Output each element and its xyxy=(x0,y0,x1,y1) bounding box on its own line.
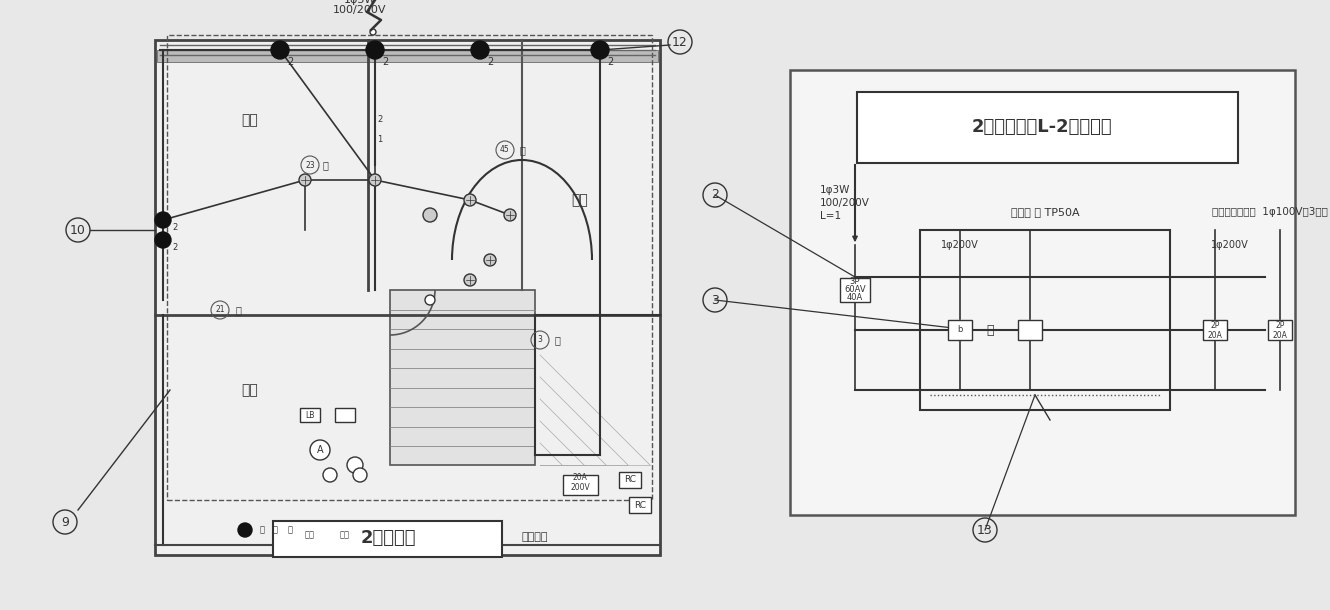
FancyBboxPatch shape xyxy=(857,92,1238,163)
Text: 100/200V: 100/200V xyxy=(821,198,870,208)
Text: 1: 1 xyxy=(378,135,383,145)
Circle shape xyxy=(310,440,330,460)
Text: 2: 2 xyxy=(606,57,613,67)
Text: 2: 2 xyxy=(487,57,493,67)
Text: LB: LB xyxy=(306,411,315,420)
Bar xyxy=(629,497,650,513)
Circle shape xyxy=(156,212,172,228)
Text: 21: 21 xyxy=(215,306,225,315)
Bar xyxy=(157,50,658,62)
Text: A: A xyxy=(317,445,323,455)
Bar xyxy=(301,408,321,422)
Circle shape xyxy=(271,41,289,59)
Text: 1φ200V: 1φ200V xyxy=(1212,240,1249,250)
Circle shape xyxy=(368,174,380,186)
Text: 10: 10 xyxy=(70,223,86,237)
Text: 2: 2 xyxy=(173,223,178,232)
Text: 2: 2 xyxy=(287,57,293,67)
Circle shape xyxy=(464,194,476,206)
Text: RC: RC xyxy=(624,476,636,484)
Text: テ: テ xyxy=(273,525,278,534)
Bar xyxy=(920,230,1170,410)
Text: モ: モ xyxy=(287,525,293,534)
Bar xyxy=(156,40,660,555)
Text: 60AV: 60AV xyxy=(845,285,866,295)
Text: 2: 2 xyxy=(378,115,383,124)
Text: ナ: ナ xyxy=(555,335,560,345)
Text: 23: 23 xyxy=(305,160,315,170)
Circle shape xyxy=(423,208,438,222)
Text: ソ: ソ xyxy=(322,160,329,170)
Text: 〜: 〜 xyxy=(987,323,994,337)
Text: 3: 3 xyxy=(712,293,720,306)
Bar xyxy=(335,408,355,422)
Text: 9: 9 xyxy=(61,515,69,528)
Text: カ: カ xyxy=(235,305,241,315)
Text: 2階分電盤（L-2）結線図: 2階分電盤（L-2）結線図 xyxy=(972,118,1112,136)
Circle shape xyxy=(504,209,516,221)
Text: 2: 2 xyxy=(712,188,720,201)
Circle shape xyxy=(299,174,311,186)
Text: 洋室: 洋室 xyxy=(242,383,258,397)
Text: 1φ200V: 1φ200V xyxy=(942,240,979,250)
Text: 2P: 2P xyxy=(1275,320,1285,329)
Text: 3: 3 xyxy=(537,336,543,345)
Bar xyxy=(168,35,652,500)
Text: 13: 13 xyxy=(978,523,994,537)
Circle shape xyxy=(323,468,336,482)
Bar xyxy=(948,320,972,340)
Bar xyxy=(841,278,870,302)
Text: ベランダ: ベランダ xyxy=(521,532,548,542)
Text: 1φ3W: 1φ3W xyxy=(344,0,376,5)
Text: RC: RC xyxy=(634,500,646,509)
FancyBboxPatch shape xyxy=(273,521,501,557)
Text: 2P: 2P xyxy=(1210,320,1220,329)
Circle shape xyxy=(156,232,172,248)
Bar xyxy=(1204,320,1228,340)
Text: 20A: 20A xyxy=(1273,331,1287,340)
Text: ト: ト xyxy=(259,525,265,534)
Circle shape xyxy=(370,29,376,35)
Text: 2階平面図: 2階平面図 xyxy=(360,529,416,547)
Text: とも: とも xyxy=(305,531,315,539)
Text: ト: ト xyxy=(519,145,525,155)
Bar xyxy=(390,290,535,465)
Circle shape xyxy=(352,468,367,482)
Text: 洋室: 洋室 xyxy=(572,193,588,207)
Text: 200V: 200V xyxy=(571,484,591,492)
Bar xyxy=(618,472,641,488)
Text: 1φ3W: 1φ3W xyxy=(821,185,850,195)
Bar xyxy=(790,70,1295,515)
Circle shape xyxy=(464,274,476,286)
Text: 3P: 3P xyxy=(850,278,861,287)
Text: b: b xyxy=(958,326,963,334)
Text: 45: 45 xyxy=(500,146,509,154)
Text: ルームエアコン  1φ100V（3階）: ルームエアコン 1φ100V（3階） xyxy=(1212,207,1327,217)
Circle shape xyxy=(448,523,462,537)
Circle shape xyxy=(484,254,496,266)
Circle shape xyxy=(471,41,489,59)
Circle shape xyxy=(591,41,609,59)
Circle shape xyxy=(347,457,363,473)
Text: トージ 盤 TP50A: トージ 盤 TP50A xyxy=(1011,207,1080,217)
Text: 洋室: 洋室 xyxy=(242,113,258,127)
Text: L=1: L=1 xyxy=(821,211,841,221)
Circle shape xyxy=(366,41,384,59)
Text: 100/200V: 100/200V xyxy=(334,5,387,15)
Circle shape xyxy=(238,523,251,537)
Text: 20A: 20A xyxy=(572,473,588,483)
Text: 2: 2 xyxy=(173,243,178,251)
Bar xyxy=(1267,320,1291,340)
Text: 12: 12 xyxy=(672,35,688,49)
Circle shape xyxy=(426,295,435,305)
Text: 2: 2 xyxy=(382,57,388,67)
Text: テモ: テモ xyxy=(340,531,350,539)
Text: 40A: 40A xyxy=(847,293,863,303)
Bar xyxy=(1017,320,1041,340)
Bar xyxy=(563,475,597,495)
Text: 20A: 20A xyxy=(1208,331,1222,340)
